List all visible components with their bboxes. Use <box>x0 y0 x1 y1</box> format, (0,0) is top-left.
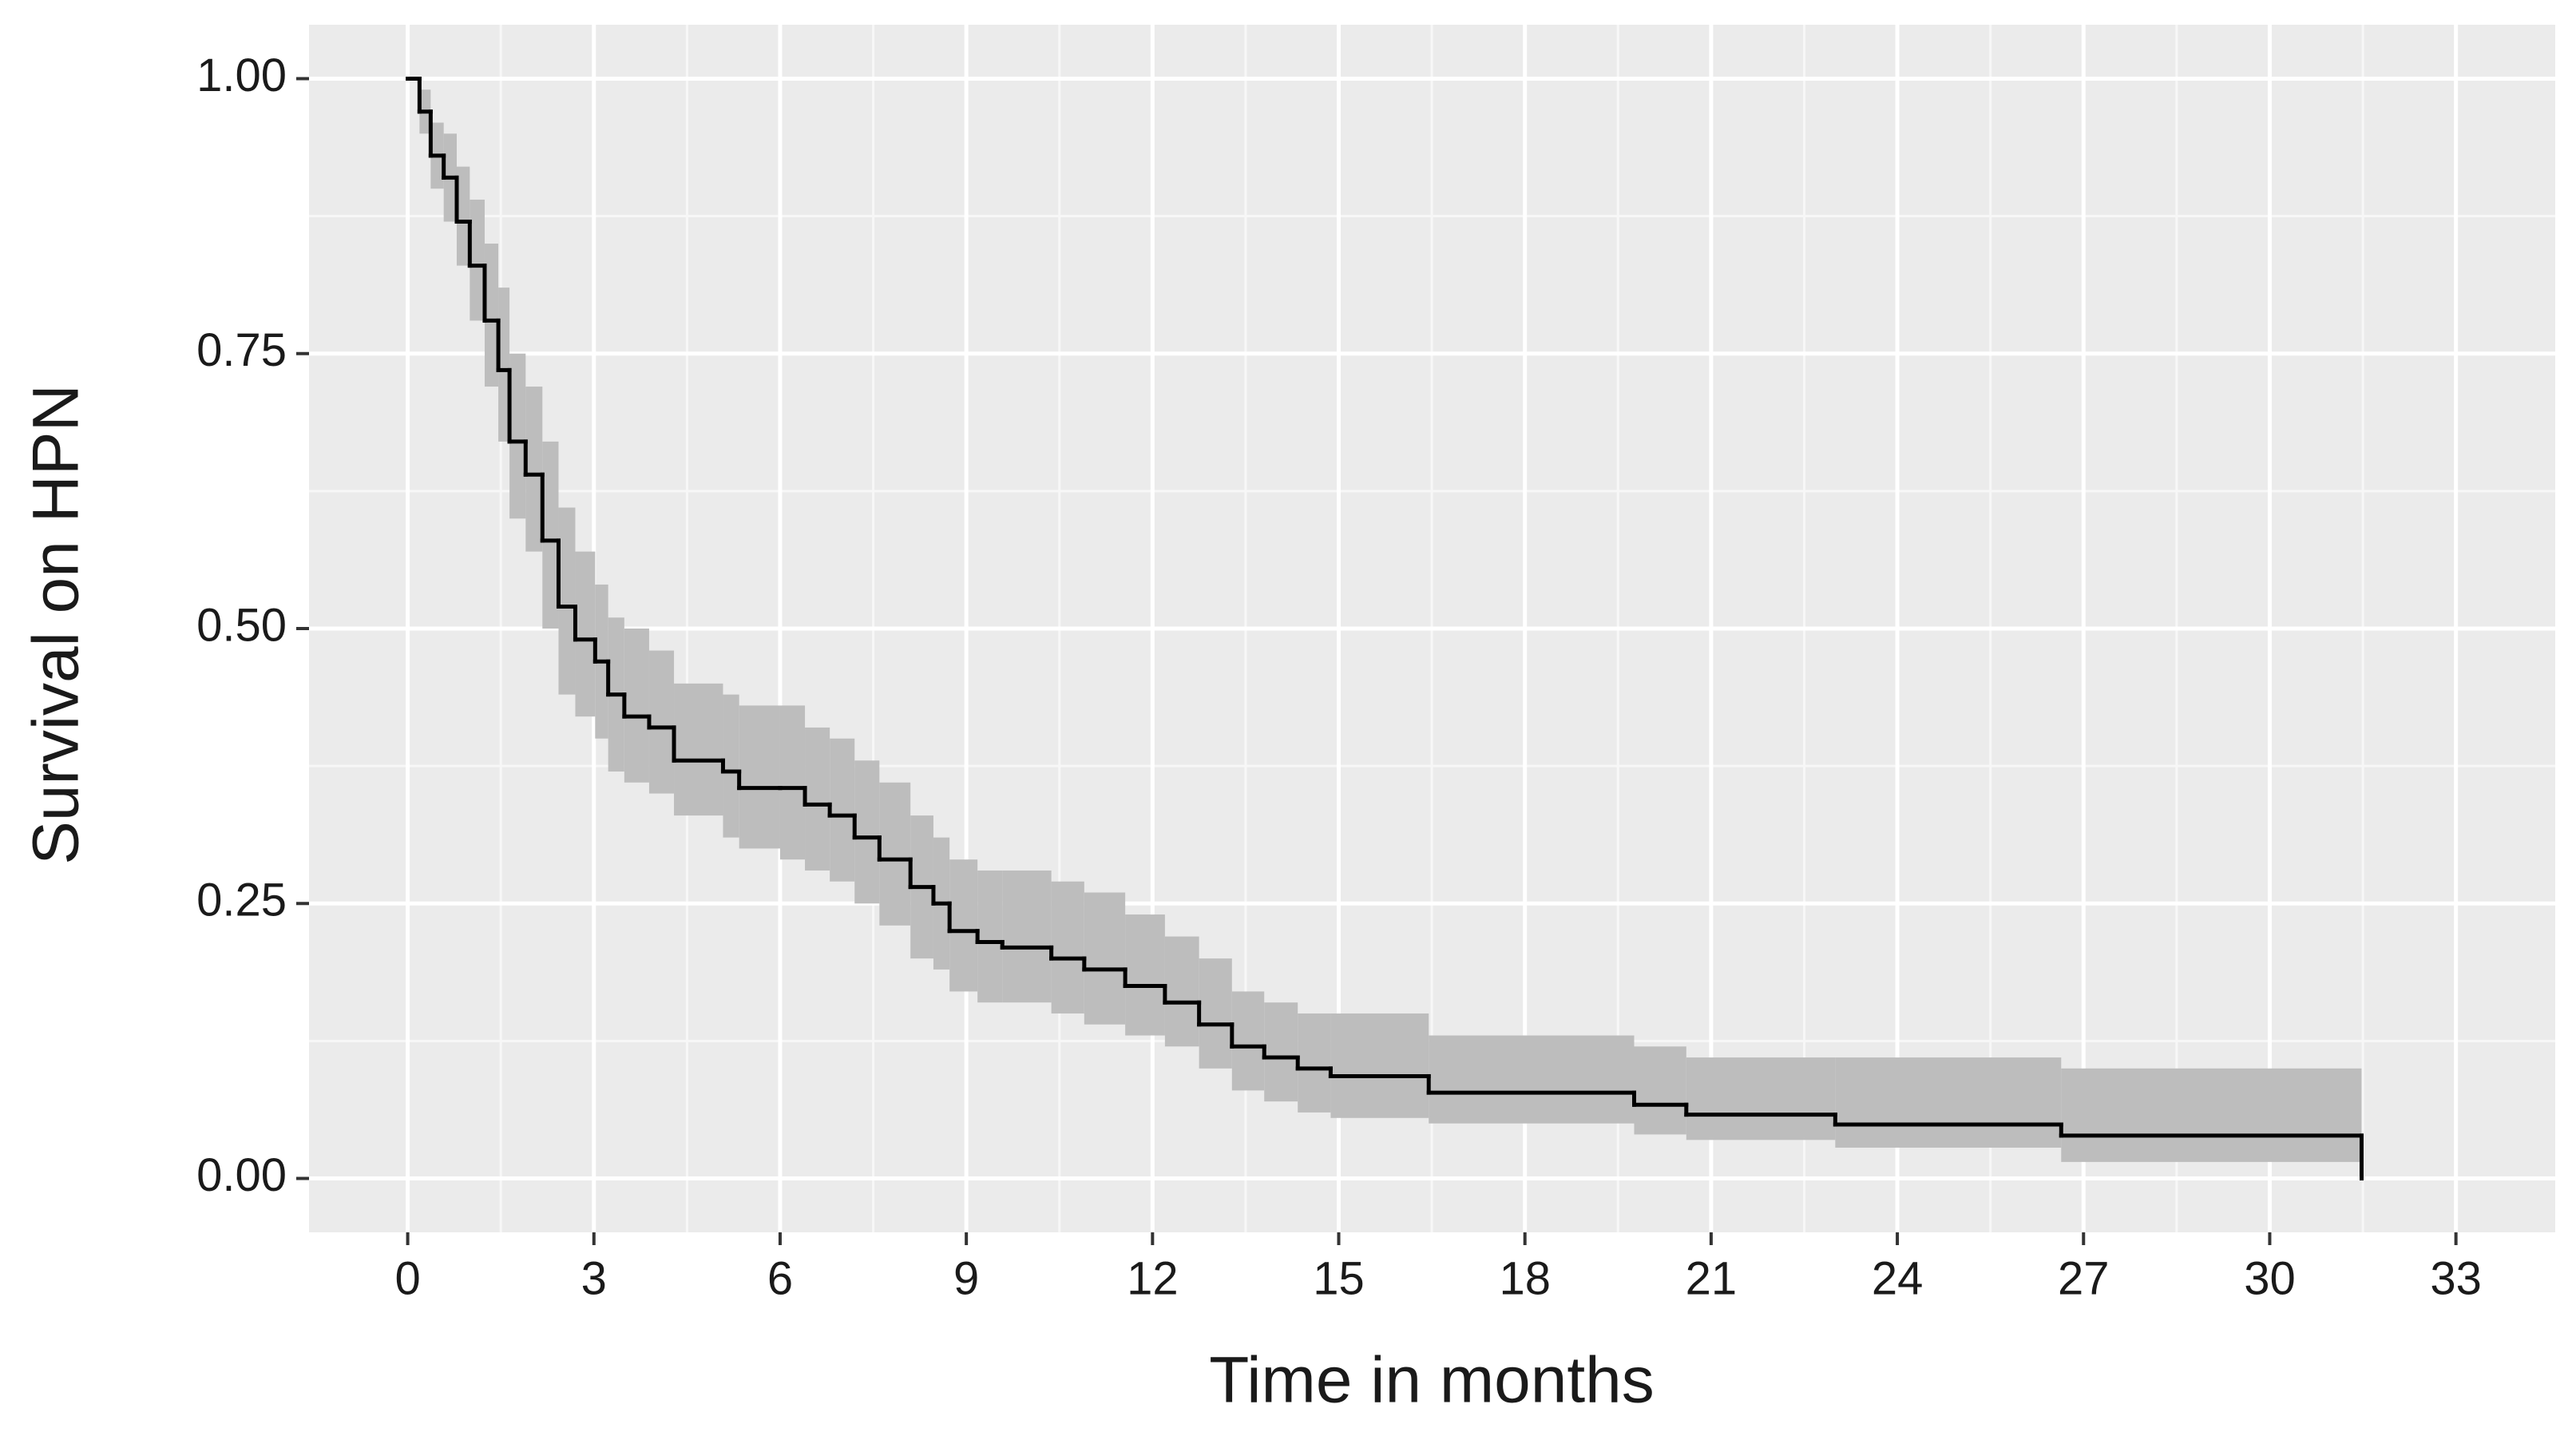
confidence-band <box>1231 991 1265 1091</box>
confidence-band <box>674 683 723 816</box>
x-tick-label: 30 <box>2244 1252 2296 1304</box>
confidence-band <box>739 705 780 849</box>
x-tick-label: 21 <box>1686 1252 1738 1304</box>
x-tick-label: 27 <box>2058 1252 2110 1304</box>
x-tick-label: 15 <box>1313 1252 1365 1304</box>
confidence-band <box>1835 1057 2062 1148</box>
confidence-band <box>525 387 543 552</box>
confidence-band <box>624 629 649 783</box>
confidence-band <box>470 199 485 321</box>
confidence-band <box>648 650 675 794</box>
confidence-band <box>558 507 576 695</box>
y-axis-title: Survival on HPN <box>20 384 93 865</box>
confidence-band <box>1634 1046 1686 1135</box>
confidence-band <box>949 859 978 992</box>
x-tick-label: 3 <box>581 1252 607 1304</box>
confidence-band <box>498 288 510 442</box>
x-tick-label: 24 <box>1872 1252 1924 1304</box>
confidence-band <box>575 551 596 717</box>
x-axis-title: Time in months <box>1209 1344 1654 1417</box>
y-tick-label: 0.25 <box>196 875 287 926</box>
x-tick-label: 0 <box>394 1252 420 1304</box>
confidence-band <box>484 244 499 387</box>
confidence-band <box>830 738 855 882</box>
y-tick-label: 0.75 <box>196 324 287 376</box>
confidence-band <box>805 727 830 871</box>
confidence-band <box>1429 1035 1635 1124</box>
y-tick-label: 0.00 <box>196 1149 287 1201</box>
confidence-band <box>854 760 880 904</box>
x-tick-label: 9 <box>953 1252 979 1304</box>
confidence-band <box>1298 1013 1331 1113</box>
confidence-band <box>723 694 739 838</box>
confidence-band <box>1264 1002 1298 1102</box>
y-tick-label: 0.50 <box>196 599 287 651</box>
y-tick-label: 1.00 <box>196 50 287 101</box>
confidence-band <box>1051 881 1084 1014</box>
confidence-band <box>509 353 526 519</box>
confidence-band <box>456 166 470 266</box>
confidence-band <box>1164 936 1199 1047</box>
confidence-band <box>1199 958 1232 1069</box>
confidence-band <box>2061 1068 2362 1162</box>
confidence-band <box>879 782 911 926</box>
x-tick-label: 33 <box>2430 1252 2482 1304</box>
x-tick-label: 18 <box>1499 1252 1551 1304</box>
confidence-band <box>542 441 559 629</box>
confidence-band <box>977 870 1003 1003</box>
x-tick-label: 6 <box>767 1252 793 1304</box>
confidence-band <box>1330 1013 1429 1118</box>
confidence-band <box>1002 870 1052 1003</box>
confidence-band <box>1125 914 1165 1036</box>
x-tick-label: 12 <box>1127 1252 1179 1304</box>
confidence-band <box>779 705 806 860</box>
confidence-band <box>1084 892 1126 1025</box>
confidence-band <box>1686 1057 1836 1140</box>
